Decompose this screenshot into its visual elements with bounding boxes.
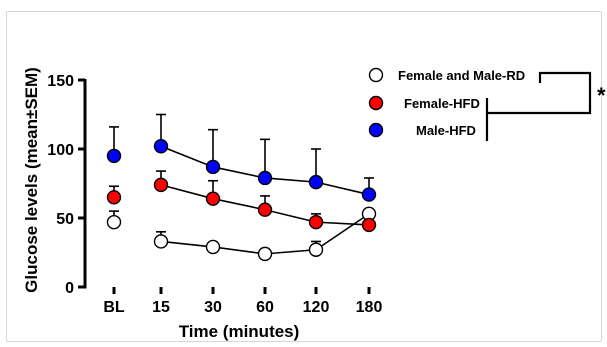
bracket-top [487,71,592,115]
y-tick-label: 150 [47,73,74,90]
significance-bracket: * [485,71,606,141]
x-tick-label: 15 [152,299,170,316]
x-tick-label: 30 [204,299,222,316]
y-axis-label: Glucose levels (mean±SEM) [22,67,41,293]
y-tick-label: 100 [47,142,74,159]
data-point [361,187,377,202]
data-point [257,202,273,217]
data-point [153,177,169,193]
x-tick-label: 180 [356,299,383,316]
x-tick-label: BL [103,299,125,316]
x-axis-label: Time (minutes) [179,322,300,341]
legend-marker [368,122,384,138]
data-point [205,159,221,175]
significance-star: * [597,83,606,108]
data-point [205,239,221,255]
x-tick-label: 60 [256,299,274,316]
y-tick-label: 50 [56,211,74,228]
data-point [361,217,377,233]
data-point [308,174,324,190]
data-point [308,242,324,257]
data-point [153,234,169,249]
data-point [257,170,273,186]
legend-label: Female and Male-RD [398,68,525,83]
data-point [106,148,122,164]
data-point [257,246,273,262]
legend-label: Male-HFD [416,123,476,138]
data-point [106,190,122,205]
axes: 0 50 100 150 BL 15 30 60 120 180 [47,73,382,316]
data-point [308,214,324,230]
y-tick-label: 0 [65,280,74,297]
legend-label: Female-HFD [404,96,480,111]
legend: Female and Male-RD Female-HFD Male-HFD [368,67,525,138]
error-bars [109,113,374,250]
data-point [106,214,122,230]
data-points [106,139,377,262]
legend-marker [368,95,384,111]
x-tick-label: 120 [303,299,330,316]
legend-marker [368,67,384,83]
data-point [153,139,169,154]
data-point [205,191,221,206]
figure-frame [6,11,602,342]
